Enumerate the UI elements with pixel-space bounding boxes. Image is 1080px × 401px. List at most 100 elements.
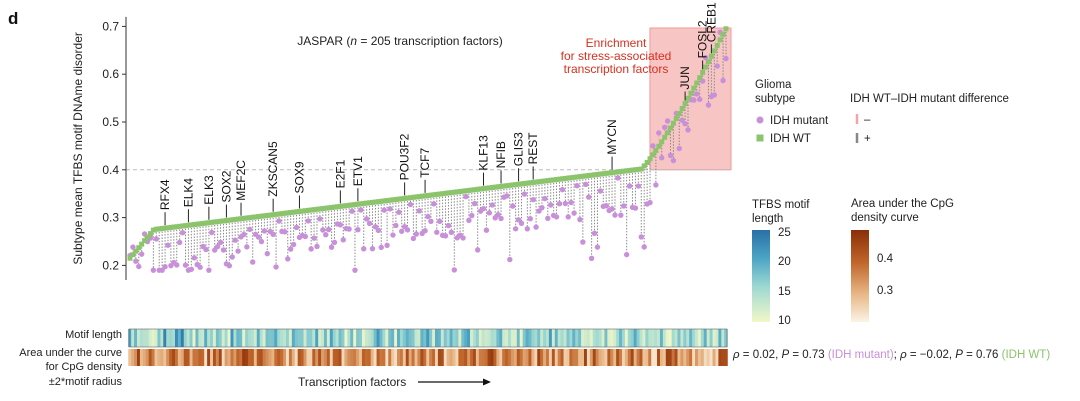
idh-mutant-point (632, 205, 639, 211)
cpg-density-cell (651, 349, 655, 366)
idh-mutant-point (527, 215, 533, 222)
idh-wt-point (253, 214, 259, 220)
idh-mutant-point (612, 212, 618, 218)
idh-wt-point (282, 210, 288, 216)
motif-length-cell (458, 329, 462, 347)
idh-wt-point (489, 185, 495, 191)
idh-mutant-point (571, 210, 577, 216)
idh-mutant-point (568, 199, 574, 206)
idh-wt-point (551, 177, 557, 183)
motif-length-cell (142, 329, 147, 347)
idh-mutant-point (203, 246, 209, 253)
idh-wt-point (133, 248, 139, 254)
cpg-density-cell (335, 349, 340, 366)
idh-mutant-point (518, 220, 525, 226)
cpg-density-cell (169, 349, 173, 366)
tf-label-jun: JUN (678, 66, 692, 89)
cpg-density-cell (493, 349, 497, 366)
idh-wt-point (548, 177, 554, 183)
cpg-density-cell (589, 349, 594, 366)
idh-mutant-point (448, 229, 455, 236)
idh-wt-point (559, 176, 565, 182)
idh-wt-point (600, 171, 606, 177)
idh-mutant-point (498, 215, 504, 222)
y-tick-label: 0.6 (102, 67, 119, 81)
idh-wt-point (644, 160, 650, 166)
tf-label-glis3: GLIS3 (512, 132, 526, 166)
cpg-density-cell (350, 349, 354, 366)
idh-wt-point (621, 168, 627, 174)
cpg-density-cell (578, 349, 582, 366)
idh-mutant-point (133, 258, 139, 264)
legend-negative-sign: – (864, 114, 871, 126)
tf-label-rfx4: RFX4 (158, 179, 172, 210)
idh-wt-point (352, 202, 358, 208)
track-label-cpg-1: Area under the curve (19, 347, 122, 359)
idh-wt-point (440, 191, 446, 197)
idh-mutant-point (179, 229, 186, 236)
x-axis-label: Transcription factors (298, 375, 406, 389)
motif-length-cell (163, 329, 167, 347)
motif-length-cell (364, 329, 369, 347)
cpg-density-cell (183, 349, 188, 366)
idh-wt-point (448, 190, 454, 196)
idh-wt-point (302, 208, 308, 214)
chart-title-prefix: JASPAR ( (297, 34, 350, 48)
motif-length-cell (259, 329, 264, 347)
motif-length-cell (616, 329, 620, 347)
cpg-density-cell (385, 349, 389, 366)
cpg-density-cell (689, 349, 693, 366)
motif-length-cell (288, 329, 293, 347)
cpg-density-cell (513, 349, 518, 366)
idh-wt-point (589, 172, 595, 178)
motif-length-cell (350, 329, 354, 347)
idh-mutant-point (375, 227, 382, 234)
idh-wt-point (220, 218, 226, 224)
idh-wt-point (486, 185, 492, 191)
idh-mutant-point (425, 213, 431, 220)
idh-mutant-point (290, 241, 297, 248)
cpg-density-cell (364, 349, 369, 366)
idh-mutant-point (711, 92, 718, 98)
idh-wt-point (153, 226, 159, 232)
idh-wt-point (562, 175, 568, 181)
cpg-density-cell (496, 349, 500, 366)
tf-label-mef2c: MEF2C (234, 160, 248, 201)
idh-wt-point (323, 205, 329, 211)
cpg-density-cell (645, 349, 649, 366)
idh-wt-point (711, 48, 717, 54)
cpg-density-cell (610, 349, 614, 366)
cpg-density-cell (510, 349, 515, 366)
motif-length-cell (677, 329, 682, 347)
cpg-density-cell (674, 349, 679, 366)
idh-wt-point (571, 174, 577, 180)
idh-wt-point (659, 139, 665, 145)
motif-length-cell (578, 329, 582, 347)
track-label-cpg-2: for CpG density (46, 361, 123, 373)
cpg-density-cell (151, 349, 156, 366)
motif-length-cell (543, 329, 547, 347)
motif-length-cell (394, 329, 398, 347)
motif-length-cell (706, 329, 711, 347)
idh-wt-point (317, 206, 323, 212)
motif-length-cell (581, 329, 585, 347)
cpg-density-cell (186, 349, 191, 366)
wt-rho-value: = −0.02, (907, 349, 956, 361)
y-axis-ticks: 0.2 0.3 0.4 0.5 0.6 0.7 (102, 19, 126, 272)
idh-mutant-point (504, 193, 510, 199)
cpg-density-cell (361, 349, 366, 366)
motif-length-cell (695, 329, 699, 347)
idh-wt-point (457, 189, 463, 195)
idh-mutant-point (410, 235, 417, 242)
idh-wt-point (650, 152, 656, 158)
motif-length-cell (493, 329, 497, 347)
motif-length-cell (192, 329, 197, 347)
idh-wt-point (498, 183, 504, 189)
cpg-density-cell (154, 349, 159, 366)
idh-mutant-point (396, 209, 402, 215)
idh-wt-point (218, 218, 224, 224)
idh-wt-point (521, 181, 527, 187)
idh-mutant-point (188, 266, 195, 272)
idh-wt-point (714, 42, 720, 48)
idh-wt-point (358, 201, 364, 207)
